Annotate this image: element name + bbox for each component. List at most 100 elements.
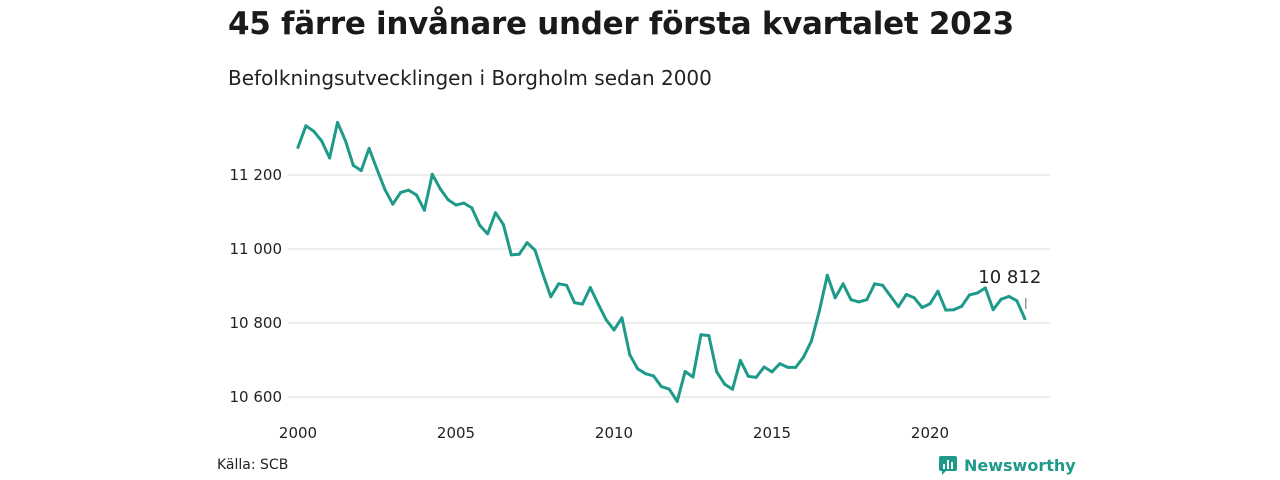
data-point xyxy=(896,305,900,309)
data-point xyxy=(509,253,513,257)
data-point xyxy=(699,333,703,337)
data-point xyxy=(691,375,695,379)
data-point xyxy=(1023,317,1027,321)
data-point xyxy=(746,374,750,378)
x-axis-labels: 2000 2005 2010 2015 2020 xyxy=(279,424,949,442)
data-point xyxy=(557,282,561,286)
data-point xyxy=(296,145,300,149)
data-point xyxy=(367,146,371,150)
data-point xyxy=(620,316,624,320)
x-tick-label: 2015 xyxy=(753,424,791,442)
data-point xyxy=(881,283,885,287)
data-point xyxy=(904,293,908,296)
data-point xyxy=(454,203,458,207)
data-point xyxy=(952,308,956,312)
data-point xyxy=(738,358,742,362)
data-point xyxy=(462,201,466,205)
grid-lines xyxy=(288,174,1050,398)
data-point xyxy=(715,370,719,374)
data-point xyxy=(983,286,987,290)
data-point xyxy=(470,206,474,210)
brand-logo: Newsworthy xyxy=(938,455,1076,475)
chart-subtitle: Befolkningsutvecklingen i Borgholm sedan… xyxy=(228,66,712,90)
data-point xyxy=(707,334,711,338)
end-value-label: 10 812 xyxy=(978,267,1041,288)
data-point xyxy=(580,302,584,306)
data-point xyxy=(438,187,442,191)
data-point xyxy=(675,399,679,403)
data-point xyxy=(628,353,632,357)
data-point xyxy=(430,172,434,176)
data-point xyxy=(833,296,837,300)
data-point xyxy=(312,129,316,133)
data-point xyxy=(612,328,616,332)
data-point xyxy=(541,272,545,276)
data-points xyxy=(296,121,1027,403)
data-point xyxy=(343,139,347,143)
data-point xyxy=(549,295,553,299)
data-point xyxy=(889,294,892,298)
y-tick-label: 10 600 xyxy=(230,388,283,406)
data-point xyxy=(336,121,339,124)
data-point xyxy=(415,193,418,197)
y-axis-labels: 10 600 10 800 11 000 11 200 xyxy=(230,166,283,406)
data-point xyxy=(573,301,576,305)
data-point xyxy=(991,308,995,312)
data-point xyxy=(351,163,355,167)
data-point xyxy=(928,302,932,306)
data-point xyxy=(320,139,324,143)
data-point xyxy=(944,308,948,312)
data-point xyxy=(304,124,308,128)
data-point xyxy=(478,223,482,227)
data-point xyxy=(975,291,979,295)
chart-title: 45 färre invånare under första kvartalet… xyxy=(228,6,1014,42)
data-point xyxy=(652,374,655,378)
data-point xyxy=(422,208,426,212)
data-point xyxy=(723,382,727,386)
data-point xyxy=(494,211,497,215)
data-point xyxy=(786,365,790,369)
data-point xyxy=(802,355,806,359)
data-point xyxy=(770,370,774,374)
data-point xyxy=(636,367,640,371)
population-line xyxy=(296,121,1027,403)
data-point xyxy=(683,370,687,373)
x-tick-label: 2010 xyxy=(595,424,633,442)
data-point xyxy=(501,223,505,227)
data-point xyxy=(596,302,600,306)
x-tick-label: 2020 xyxy=(911,424,949,442)
brand-name: Newsworthy xyxy=(964,455,1076,475)
data-point xyxy=(446,198,450,202)
data-point xyxy=(731,387,734,391)
data-point xyxy=(667,387,671,391)
data-point xyxy=(857,300,861,304)
x-tick-label: 2000 xyxy=(279,424,317,442)
data-point xyxy=(999,297,1003,301)
data-point xyxy=(517,252,521,256)
data-point xyxy=(525,241,529,245)
data-point xyxy=(644,372,648,376)
data-point xyxy=(588,286,592,289)
data-point xyxy=(920,306,924,309)
data-point xyxy=(754,375,758,379)
data-point xyxy=(849,298,853,302)
data-point xyxy=(912,296,916,300)
y-tick-label: 10 800 xyxy=(230,314,283,332)
data-point xyxy=(825,273,829,277)
data-point xyxy=(359,169,363,173)
data-point xyxy=(375,167,379,171)
data-point xyxy=(1015,299,1019,303)
data-point xyxy=(762,365,766,369)
data-point xyxy=(810,339,813,343)
data-point xyxy=(778,362,782,366)
data-point xyxy=(565,283,569,287)
x-tick-label: 2005 xyxy=(437,424,475,442)
y-tick-label: 11 000 xyxy=(230,240,283,258)
data-point xyxy=(659,385,663,389)
data-point xyxy=(1007,294,1011,298)
data-point xyxy=(399,190,403,194)
data-point xyxy=(486,232,490,236)
data-point xyxy=(873,282,877,286)
data-point xyxy=(604,318,608,322)
